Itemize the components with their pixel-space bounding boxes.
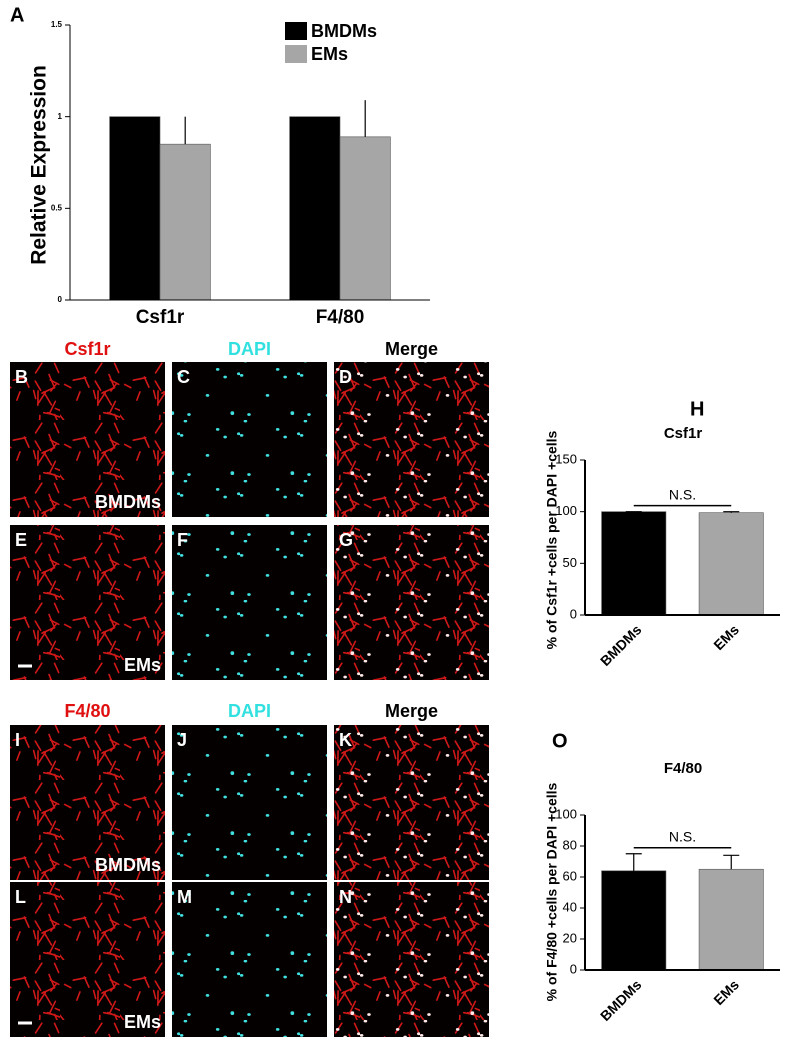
panel-letter: A [10,4,24,26]
micrograph [334,525,489,680]
annotation: N.S. [669,486,696,502]
row-label: EMs [124,1012,161,1032]
micrograph [10,882,165,1037]
x-tick-label: EMs [710,621,742,653]
y-tick-label: 0 [58,295,63,304]
panel-letter: L [15,887,26,907]
legend-label: BMDMs [311,21,377,41]
panel-letter: F [177,530,188,550]
panel-letter: B [15,367,28,387]
bar [601,870,667,971]
column-header: Merge [385,701,438,721]
micrograph [172,882,327,1037]
panel-letter: M [177,887,192,907]
micrograph [334,882,489,1037]
y-tick-label: 100 [555,503,577,518]
bar [698,512,764,616]
bar [601,511,667,616]
y-tick-label: 20 [563,930,577,945]
column-header: F4/80 [64,701,110,721]
column-header: Merge [385,339,438,359]
column-header: DAPI [228,701,271,721]
panel-letter: J [177,730,187,750]
chart-title: Csf1r [664,425,703,442]
panel-letter: E [15,530,27,550]
panel-letter: C [177,367,190,387]
y-tick-label: 0 [570,961,577,976]
row-label: BMDMs [95,855,161,875]
panel-letter: O [552,730,568,752]
x-tick-label: F4/80 [316,307,365,328]
y-tick-label: 40 [563,899,577,914]
y-tick-label: 1 [58,112,63,121]
chart-title: F4/80 [664,760,702,777]
y-axis-label: % of F4/80 +cells per DAPI +cells [544,782,560,1001]
legend-swatch [285,22,307,40]
panel-letter: I [15,730,20,750]
column-header: DAPI [228,339,271,359]
panel-letter: D [339,367,352,387]
bar [698,868,764,971]
bar [109,116,161,301]
x-tick-label: BMDMs [597,621,645,669]
y-tick-label: 0 [570,606,577,621]
bar [159,143,211,301]
micrograph [172,725,327,880]
legend-label: EMs [311,44,348,64]
y-axis-label: Relative Expression [28,65,51,265]
bar [289,116,341,301]
panel-letter: N [339,887,352,907]
y-tick-label: 1.5 [51,20,63,29]
y-tick-label: 100 [555,806,577,821]
column-header: Csf1r [64,339,110,359]
bar [339,136,391,301]
y-tick-label: 60 [563,868,577,883]
micrograph [172,525,327,680]
annotation: N.S. [669,828,696,844]
micrograph [334,725,489,880]
micrograph [334,362,489,517]
x-tick-label: Csf1r [136,307,185,328]
row-label: EMs [124,655,161,675]
micrograph [172,362,327,517]
x-tick-label: EMs [710,976,742,1008]
panel-letter: H [690,398,704,420]
x-tick-label: BMDMs [597,976,645,1024]
y-tick-label: 0.5 [51,203,63,212]
y-tick-label: 150 [555,451,577,466]
micrograph [10,525,165,680]
y-tick-label: 80 [563,837,577,852]
panel-letter: K [339,730,352,750]
row-label: BMDMs [95,492,161,512]
panel-letter: G [339,530,353,550]
y-tick-label: 50 [563,555,577,570]
micrograph [10,362,165,517]
micrograph [10,725,165,880]
y-axis-label: % of Csf1r +cells per DAPI +cells [544,430,560,649]
legend-swatch [285,45,307,63]
